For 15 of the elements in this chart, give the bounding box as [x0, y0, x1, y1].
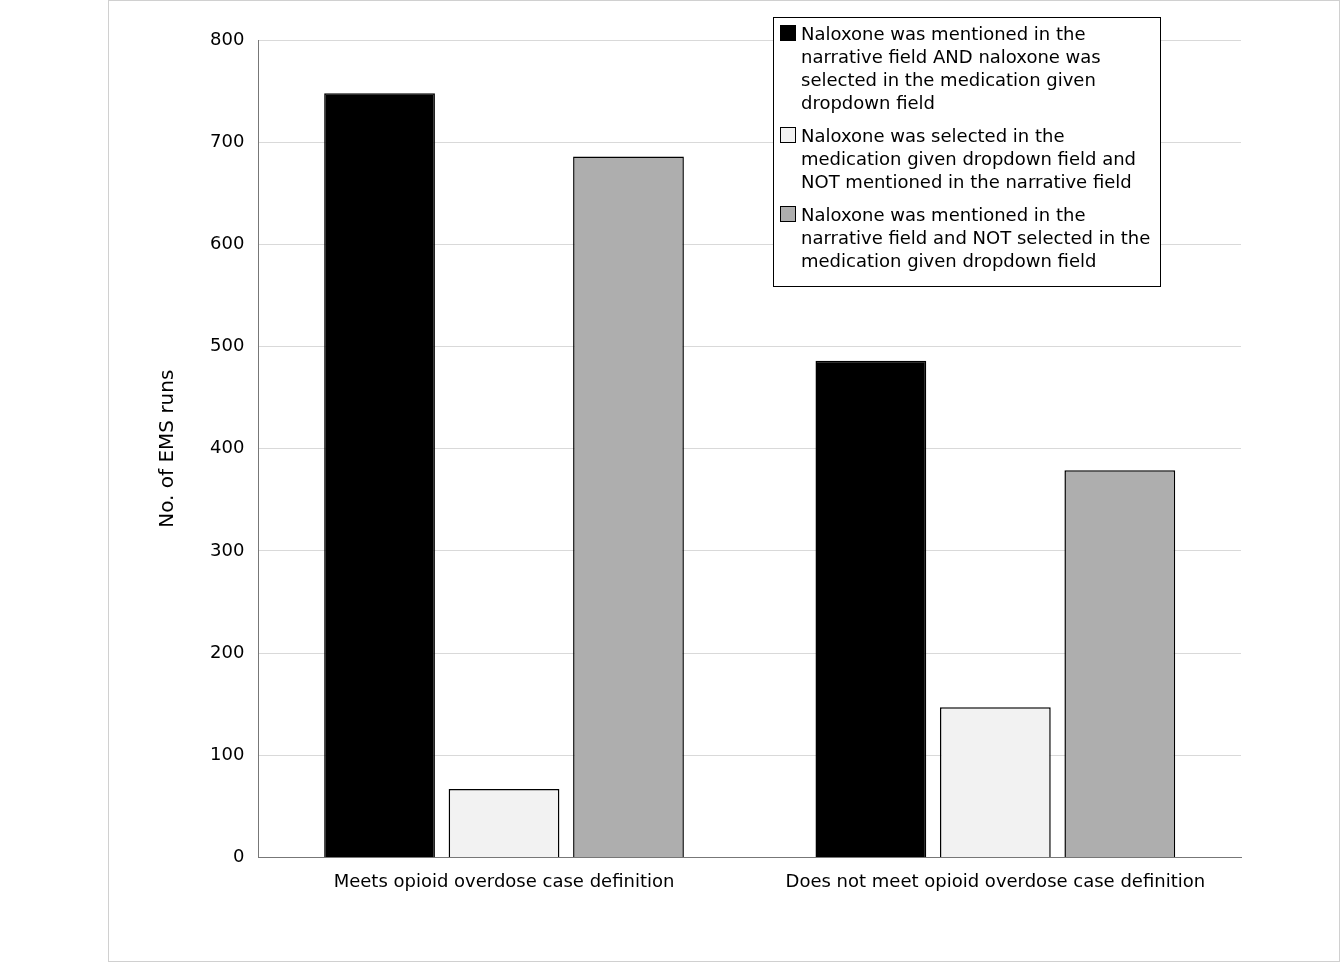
y-tick-label: 800: [210, 27, 245, 49]
y-tick-label: 100: [210, 742, 245, 764]
y-tick-label: 500: [210, 334, 245, 356]
y-tick-label: 200: [210, 640, 245, 662]
legend-label: Naloxone was mentioned in the narrative field AND naloxone was selected in the medication given dropdown field: [801, 22, 1102, 114]
x-tick-label: Meets opioid overdose case definition: [333, 869, 675, 891]
legend-label: Naloxone was mentioned in the narrative field and NOT selected in the medication given dropdown field: [801, 203, 1152, 272]
y-tick-label: 0: [232, 845, 245, 867]
y-tick-label: 400: [210, 436, 245, 458]
legend-label: Naloxone was selected in the medication given dropdown field and NOT mentioned in the narrative field: [801, 124, 1138, 193]
x-tick-label: Does not meet opioid overdose case definition: [785, 869, 1206, 891]
y-tick-label: 300: [210, 538, 245, 560]
y-tick-label: 700: [210, 129, 245, 151]
y-axis-title: No. of EMS runs: [154, 369, 179, 528]
y-tick-label: 600: [210, 232, 245, 254]
